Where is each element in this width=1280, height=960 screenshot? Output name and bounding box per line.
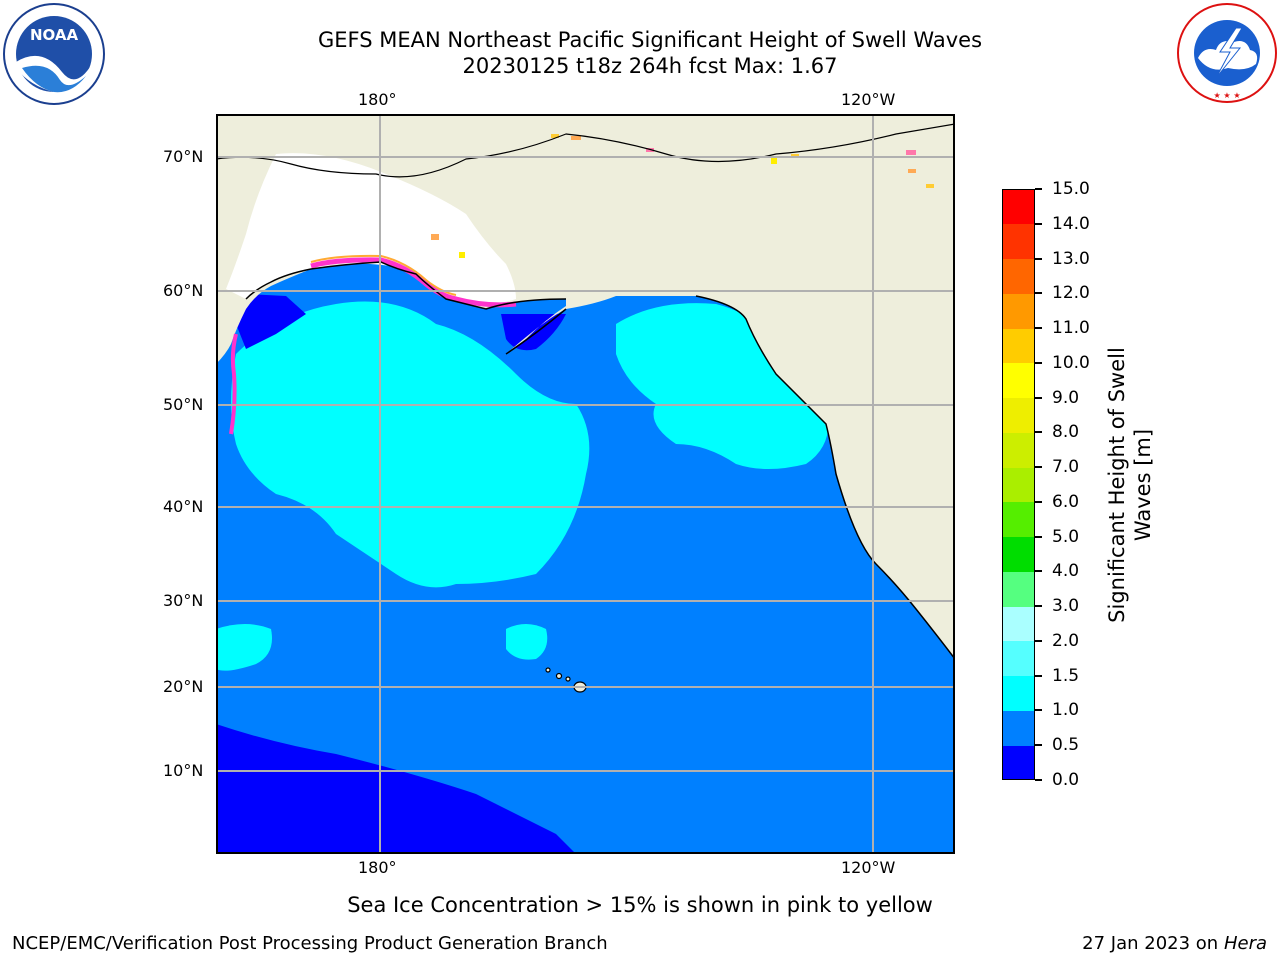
low-swell-region-south-2 xyxy=(386,800,496,840)
low-swell-bering xyxy=(236,294,306,349)
colorbar-tick-label: 12.0 xyxy=(1052,283,1090,304)
map-grid xyxy=(216,114,955,854)
colorbar-label-line2: Waves [m] xyxy=(1131,428,1155,542)
colorbar-tick-mark xyxy=(1035,431,1042,434)
chart-title-line2: 20230125 t18z 264h fcst Max: 1.67 xyxy=(462,54,838,78)
colorbar-tick-label: 7.0 xyxy=(1052,457,1080,478)
colorbar-tick-label: 1.0 xyxy=(1052,700,1080,721)
colorbar-tick-label: 9.0 xyxy=(1052,387,1080,408)
map-frame xyxy=(216,114,955,854)
colorbar-ticks: 0.0 0.5 1.0 1.5 2.0 3.0 4.0 5.0 6.0 7.0 8.0 9.0 10.0… xyxy=(1035,180,1106,789)
colorbar-tick-label: 6.0 xyxy=(1052,491,1080,512)
colorbar-bin xyxy=(1002,362,1035,399)
swell-1-1.5-west xyxy=(231,301,590,588)
sea-ice-edge-west xyxy=(229,333,238,435)
lat-label-30n: 30°N xyxy=(163,591,204,610)
colorbar-tick-mark xyxy=(1035,466,1042,469)
lon-label-bottom-120w: 120°W xyxy=(841,858,896,877)
colorbar-tick-mark xyxy=(1035,222,1042,225)
lon-label-top-120w: 120°W xyxy=(841,90,896,109)
colorbar-tick-mark xyxy=(1035,535,1042,538)
bering-sea-unmasked xyxy=(226,153,516,304)
colorbar-bin xyxy=(1002,223,1035,259)
colorbar-tick-label: 1.5 xyxy=(1052,665,1080,686)
colorbar-bin xyxy=(1002,189,1035,225)
sea-ice-edge-orange xyxy=(310,254,457,296)
colorbar-tick-mark xyxy=(1035,396,1042,399)
colorbar-bin xyxy=(1002,258,1035,294)
colorbar-tick-label: 5.0 xyxy=(1052,526,1080,547)
colorbar-tick-mark xyxy=(1035,327,1042,330)
colorbar-bin xyxy=(1002,328,1035,364)
colorbar-bin xyxy=(1002,432,1035,468)
map-svg xyxy=(216,114,955,854)
lat-label-40n: 40°N xyxy=(163,497,204,516)
colorbar-tick-mark xyxy=(1035,674,1042,677)
colorbar-bins xyxy=(1002,189,1035,781)
noaa-wordmark: NOAA xyxy=(30,26,79,44)
low-swell-region-south xyxy=(216,724,576,854)
footer-right: 27 Jan 2023 on Hera xyxy=(1082,933,1267,955)
lat-label-10n: 10°N xyxy=(163,761,204,780)
colorbar-bin xyxy=(1002,606,1035,642)
colorbar-frame xyxy=(1002,189,1035,780)
colorbar-bin xyxy=(1002,536,1035,572)
footer-date: 27 Jan 2023 on xyxy=(1082,933,1224,954)
colorbar-bin xyxy=(1002,675,1035,711)
colorbar-tick-mark xyxy=(1035,639,1042,642)
swell-1-1.5-small xyxy=(506,624,548,660)
lat-label-70n: 70°N xyxy=(163,147,204,166)
colorbar-tick-label: 10.0 xyxy=(1052,352,1090,373)
colorbar-tick-mark xyxy=(1035,779,1042,781)
sea-ice-note: Sea Ice Concentration > 15% is shown in … xyxy=(347,893,933,917)
chart-title-line1: GEFS MEAN Northeast Pacific Significant … xyxy=(317,28,983,52)
colorbar-tick-mark xyxy=(1035,257,1042,260)
colorbar-tick-mark xyxy=(1035,292,1042,295)
colorbar xyxy=(1002,189,1035,781)
colorbar-tick-label: 3.0 xyxy=(1052,596,1080,617)
colorbar-bin xyxy=(1002,745,1035,781)
footer-left: NCEP/EMC/Verification Post Processing Pr… xyxy=(12,933,608,954)
colorbar-tick-label: 4.0 xyxy=(1052,561,1080,582)
lat-label-20n: 20°N xyxy=(163,677,204,696)
map-panel xyxy=(216,114,955,854)
colorbar-tick-mark xyxy=(1035,500,1042,503)
colorbar-label-line1: Significant Height of Swell xyxy=(1105,347,1129,623)
colorbar-bin xyxy=(1002,640,1035,677)
colorbar-tick-mark xyxy=(1035,188,1042,190)
colorbar-tick-label: 13.0 xyxy=(1052,248,1090,269)
colorbar-tick-label: 0.0 xyxy=(1052,770,1080,790)
colorbar-tick-mark xyxy=(1035,361,1042,364)
noaa-logo: NOAA xyxy=(2,2,106,106)
colorbar-tick-label: 15.0 xyxy=(1052,179,1090,199)
colorbar-bin xyxy=(1002,501,1035,538)
swell-1-1.5-southwest xyxy=(216,624,272,671)
colorbar-bin xyxy=(1002,397,1035,433)
nws-logo: ★ ★ ★ xyxy=(1176,2,1278,104)
colorbar-tick-mark xyxy=(1035,744,1042,747)
colorbar-tick-label: 14.0 xyxy=(1052,213,1090,234)
colorbar-tick-mark xyxy=(1035,570,1042,573)
colorbar-tick-mark xyxy=(1035,709,1042,712)
colorbar-bin xyxy=(1002,467,1035,503)
colorbar-tick-label: 0.5 xyxy=(1052,735,1080,756)
colorbar-tick-label: 8.0 xyxy=(1052,422,1080,443)
colorbar-bin xyxy=(1002,571,1035,607)
colorbar-bin xyxy=(1002,293,1035,329)
colorbar-tick-label: 11.0 xyxy=(1052,318,1090,339)
colorbar-bin xyxy=(1002,710,1035,746)
colorbar-tick-mark xyxy=(1035,605,1042,608)
footer-host: Hera xyxy=(1223,933,1267,954)
nws-stars: ★ ★ ★ xyxy=(1213,91,1240,100)
lon-label-top-180: 180° xyxy=(358,90,397,109)
lon-label-bottom-180: 180° xyxy=(358,858,397,877)
lat-label-50n: 50°N xyxy=(163,395,204,414)
lat-label-60n: 60°N xyxy=(163,281,204,300)
colorbar-tick-label: 2.0 xyxy=(1052,630,1080,651)
